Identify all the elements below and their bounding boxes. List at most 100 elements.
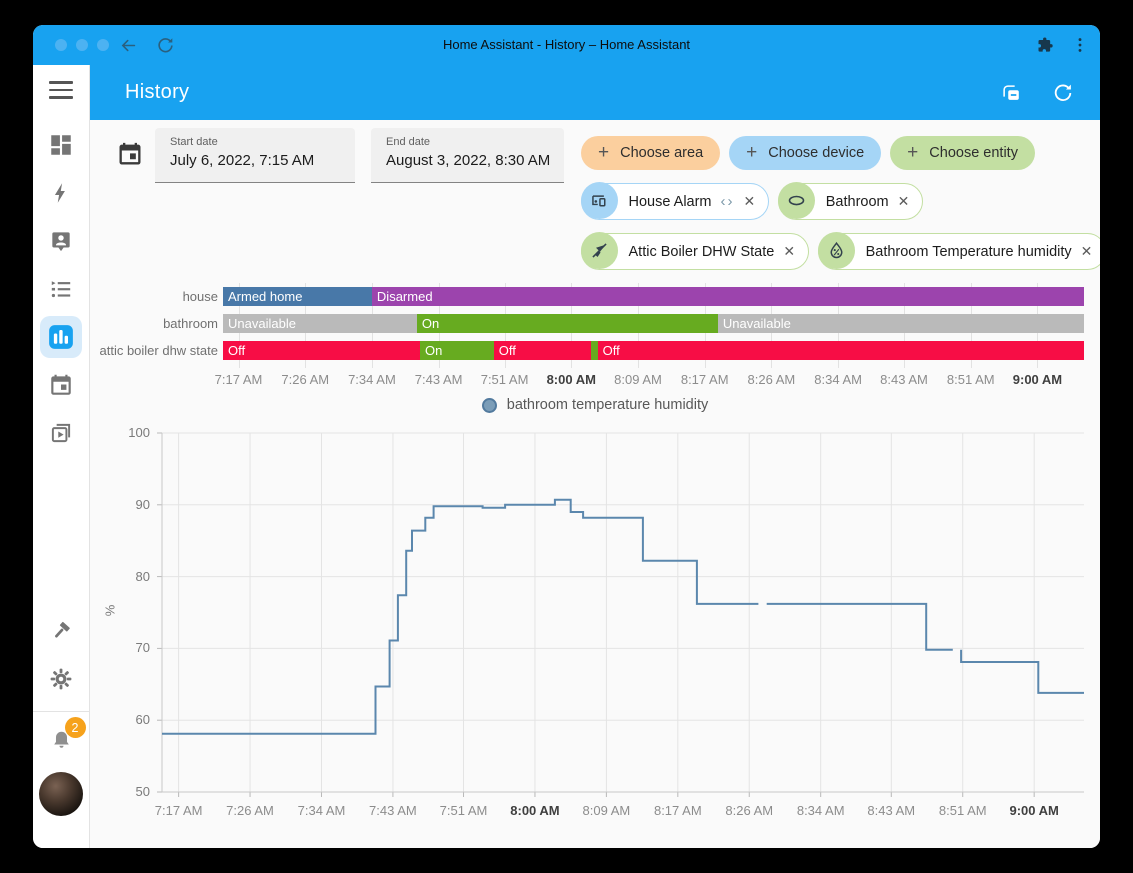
lightning-bolt-icon (48, 180, 74, 206)
timeline-tick-label: 8:09 AM (614, 372, 662, 387)
start-date-value: July 6, 2022, 7:15 AM (170, 152, 315, 169)
page-title: History (125, 81, 190, 103)
end-date-value: August 3, 2022, 8:30 AM (386, 152, 551, 169)
header-actions (1000, 82, 1074, 104)
sidebar-item-energy[interactable] (33, 169, 89, 217)
start-date-label: Start date (170, 136, 218, 148)
cards-minus-icon (1000, 82, 1022, 104)
list-bulleted-icon (48, 276, 74, 302)
chrome-right-controls (1036, 35, 1090, 55)
back-button[interactable] (119, 36, 138, 55)
minimize-window-button[interactable] (76, 39, 88, 51)
timeline-tick-label: 8:43 AM (880, 372, 928, 387)
area-ellipse-icon (777, 182, 815, 220)
chart-y-tick-label: 70 (135, 640, 150, 656)
plus-icon: + (746, 142, 758, 163)
chart-y-axis-title: % (102, 604, 118, 617)
bar-chart-icon (46, 322, 76, 352)
timeline-segment[interactable]: Unavailable (223, 314, 417, 333)
timeline-chart: Armed home Disarmed Unavailable On Unavailab… (223, 283, 1084, 368)
timeline-segment[interactable]: On (416, 314, 718, 333)
sidebar-item-media-browser[interactable] (33, 409, 89, 457)
chart-y-tick-label: 90 (135, 496, 150, 512)
water-percent-icon (817, 232, 855, 270)
sidebar-item-settings[interactable] (33, 655, 89, 703)
play-box-icon (48, 420, 74, 446)
timeline-segment[interactable]: Off (597, 341, 1084, 360)
end-date-field[interactable]: End date August 3, 2022, 8:30 AM (371, 128, 564, 183)
calendar-icon (48, 372, 74, 398)
timeline-segment[interactable]: Armed home (223, 287, 372, 306)
chart-x-tick-label: 8:51 AM (938, 803, 987, 818)
ungroup-entities-button[interactable] (1000, 82, 1022, 104)
selected-chip-bathroom[interactable]: Bathroom ✕ (777, 182, 924, 220)
sidebar-item-map[interactable] (33, 217, 89, 265)
remove-chip-icon[interactable]: ✕ (783, 243, 796, 259)
maximize-window-button[interactable] (97, 39, 109, 51)
refresh-button[interactable] (1052, 82, 1074, 104)
gear-icon (48, 666, 74, 692)
reload-button[interactable] (156, 36, 175, 55)
timeline-tick-label: 8:00 AM (546, 372, 596, 387)
chart-x-tick-label: 8:17 AM (653, 803, 702, 818)
notifications-button[interactable]: 2 (49, 717, 86, 760)
sidebar-menu-icon[interactable] (49, 81, 73, 99)
devices-icon (580, 182, 618, 220)
start-date-field[interactable]: Start date July 6, 2022, 7:15 AM (155, 128, 355, 183)
timeline-segment[interactable]: On (420, 341, 494, 360)
timeline-segment[interactable]: Disarmed (371, 287, 1084, 306)
chart-x-tick-label: 8:09 AM (582, 803, 631, 818)
filter-chips: + Choose area + Choose device + Choose entity… (580, 136, 1100, 270)
chart-x-tick-label: 8:34 AM (796, 803, 845, 818)
timeline-segment[interactable] (590, 341, 598, 360)
chip-choose-device[interactable]: + Choose device (729, 136, 882, 170)
sidebar-item-calendar[interactable] (33, 361, 89, 409)
sidebar-item-history[interactable] (33, 313, 89, 361)
end-date-label: End date (386, 136, 431, 148)
account-marker-icon (48, 228, 74, 254)
timeline-segment[interactable]: Unavailable (717, 314, 1084, 333)
expand-chip-icon[interactable]: ‹› (720, 193, 735, 210)
browser-menu-icon[interactable] (1070, 35, 1090, 55)
window-controls (55, 39, 109, 51)
close-window-button[interactable] (55, 39, 67, 51)
chip-choose-entity[interactable]: + Choose entity (890, 136, 1035, 170)
remove-chip-icon[interactable]: ✕ (743, 193, 756, 209)
chart-x-tick-label: 8:00 AM (510, 803, 560, 818)
sidebar-item-logbook[interactable] (33, 265, 89, 313)
chart-y-tick-label: 50 (135, 784, 150, 799)
remove-chip-icon[interactable]: ✕ (1080, 243, 1093, 259)
chart-x-tick-label: 9:00 AM (1009, 803, 1059, 818)
notification-badge: 2 (64, 717, 86, 738)
selected-chip-bathroom-temperature-humidity[interactable]: Bathroom Temperature humidity ✕ (817, 232, 1100, 270)
timeline-segment[interactable]: Off (493, 341, 591, 360)
user-avatar[interactable] (39, 772, 83, 816)
humidity-line-chart (157, 432, 1084, 797)
chart-y-tick-label: 100 (128, 425, 150, 440)
selected-chip-attic-boiler-dhw-state[interactable]: Attic Boiler DHW State ✕ (580, 232, 810, 270)
chart-x-tick-label: 8:43 AM (867, 803, 916, 818)
selected-chip-house-alarm[interactable]: House Alarm ‹› ✕ (580, 182, 770, 220)
plus-icon: + (907, 142, 919, 163)
timeline-tick-label: 7:17 AM (214, 372, 263, 387)
hammer-icon (48, 618, 74, 644)
timeline-tick-label: 7:26 AM (281, 372, 330, 387)
remove-chip-icon[interactable]: ✕ (897, 193, 910, 209)
timeline-tick-label: 7:34 AM (348, 372, 396, 387)
history-content: Start date July 6, 2022, 7:15 AM End dat… (90, 120, 1100, 848)
timeline-tick-label: 7:51 AM (480, 372, 529, 387)
chart-legend-item[interactable]: bathroom temperature humidity (90, 397, 1100, 413)
chart-x-tick-label: 7:17 AM (154, 803, 203, 818)
timeline-segment[interactable]: Off (223, 341, 421, 360)
legend-label: bathroom temperature humidity (506, 397, 709, 413)
calendar-range-icon[interactable] (116, 140, 144, 168)
chart-x-tick-label: 7:34 AM (297, 803, 346, 818)
browser-window: Home Assistant - History – Home Assistan… (33, 25, 1100, 848)
sidebar-item-dashboard[interactable] (33, 121, 89, 169)
extension-puzzle-icon[interactable] (1036, 35, 1056, 55)
chart-x-tick-label: 7:26 AM (226, 803, 274, 818)
chip-choose-area[interactable]: + Choose area (581, 136, 721, 170)
sidebar-item-developer-tools[interactable] (33, 607, 89, 655)
timeline-tick-label: 7:43 AM (414, 372, 463, 387)
timeline-tick-label: 8:34 AM (814, 372, 862, 387)
